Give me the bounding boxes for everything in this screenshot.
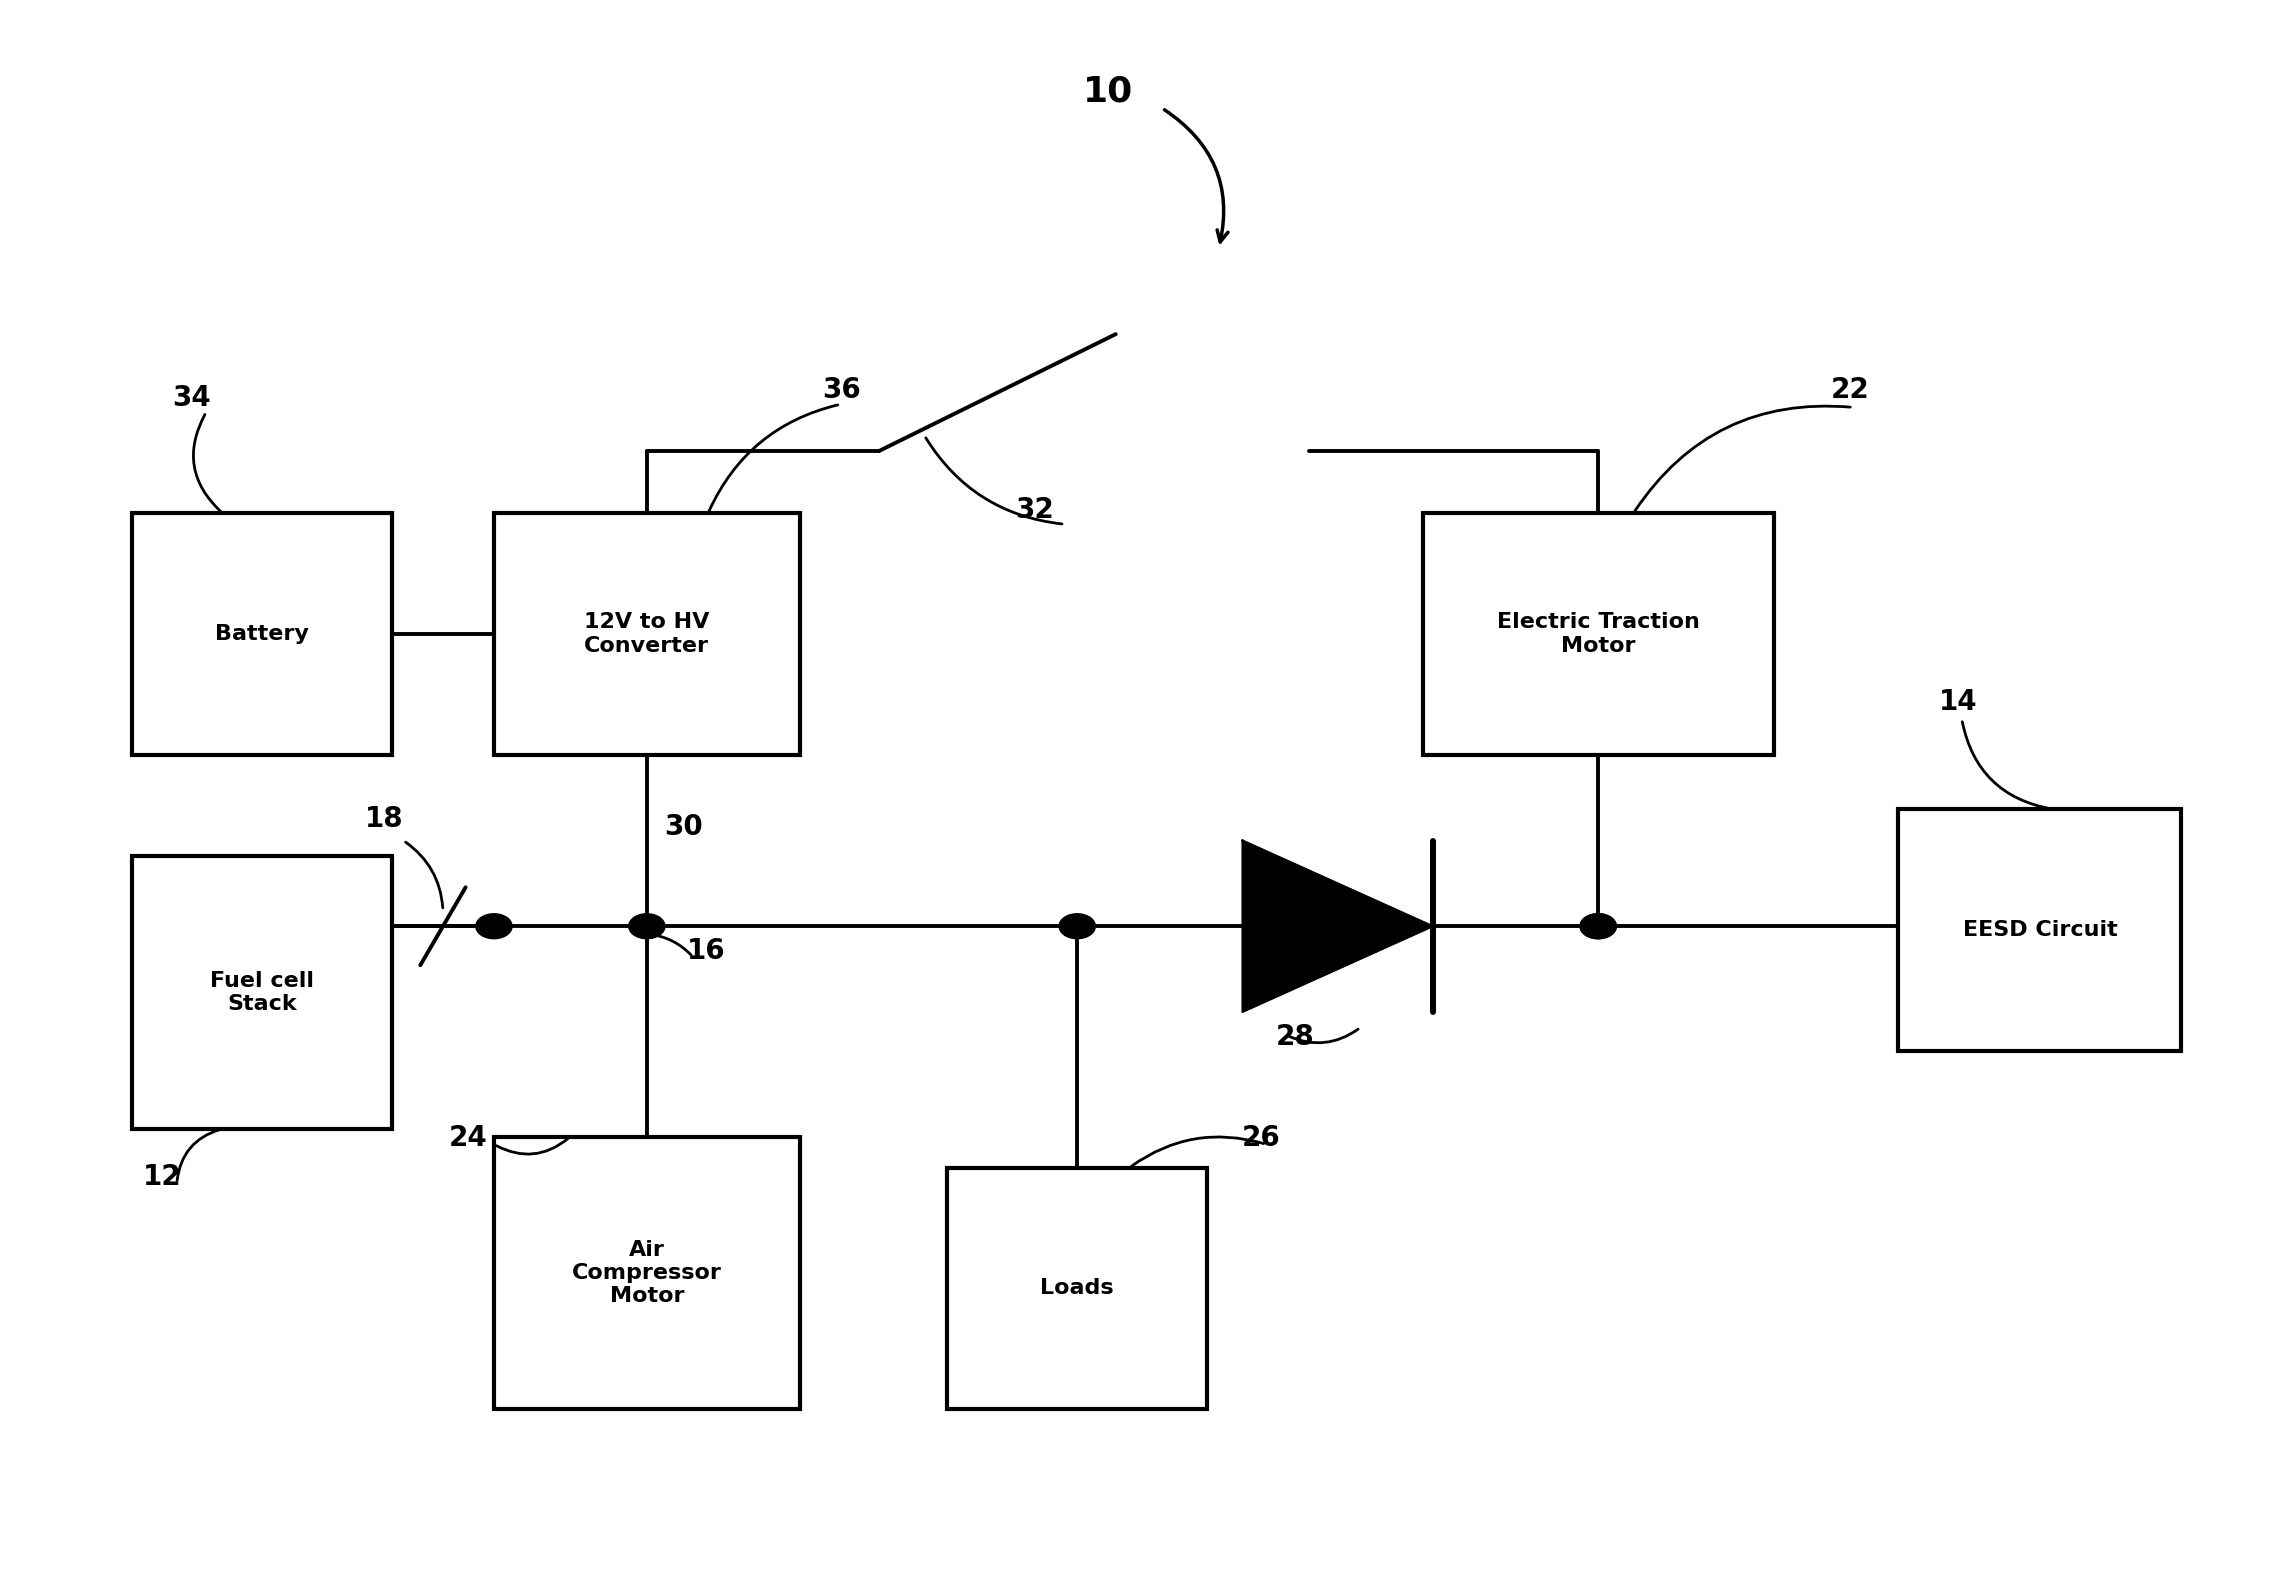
Polygon shape <box>1242 841 1433 1012</box>
Text: 18: 18 <box>365 805 403 833</box>
Bar <box>495 1137 800 1409</box>
Text: 14: 14 <box>1939 689 1978 715</box>
Text: 26: 26 <box>1242 1124 1281 1152</box>
Bar <box>132 857 392 1129</box>
Text: Air
Compressor
Motor: Air Compressor Motor <box>572 1240 722 1306</box>
Text: 24: 24 <box>449 1124 488 1152</box>
Circle shape <box>476 913 513 938</box>
Text: 10: 10 <box>1083 74 1133 108</box>
Bar <box>948 1168 1208 1409</box>
Text: 32: 32 <box>1014 497 1053 523</box>
Text: Electric Traction
Motor: Electric Traction Motor <box>1497 613 1700 656</box>
Text: 12V to HV
Converter: 12V to HV Converter <box>583 613 709 656</box>
Circle shape <box>1579 913 1616 938</box>
Circle shape <box>629 913 665 938</box>
Text: 22: 22 <box>1830 376 1869 404</box>
Text: 12: 12 <box>144 1163 182 1192</box>
Bar <box>132 514 392 755</box>
Text: Battery: Battery <box>214 624 308 645</box>
Circle shape <box>1060 913 1096 938</box>
Bar <box>1422 514 1773 755</box>
Text: 36: 36 <box>823 376 861 404</box>
Text: 34: 34 <box>173 384 212 412</box>
Text: 16: 16 <box>686 937 725 965</box>
Text: 28: 28 <box>1276 1023 1315 1050</box>
Text: Loads: Loads <box>1042 1278 1114 1298</box>
Text: Fuel cell
Stack: Fuel cell Stack <box>210 971 315 1014</box>
Bar <box>495 514 800 755</box>
Bar <box>1898 810 2181 1050</box>
Text: EESD Circuit: EESD Circuit <box>1962 920 2117 940</box>
Text: 30: 30 <box>663 813 702 841</box>
Circle shape <box>1579 913 1616 938</box>
